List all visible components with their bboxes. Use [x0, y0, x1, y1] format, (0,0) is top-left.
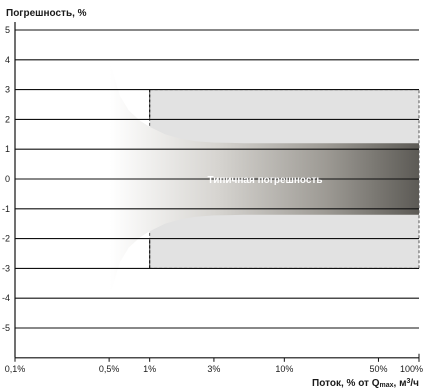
y-tick-label-3: 3: [5, 85, 10, 95]
y-tick-label-2: 2: [5, 114, 10, 124]
y-tick-label-1: 1: [5, 144, 10, 154]
x-tick-label-100%: 100%: [400, 364, 423, 374]
x-tick-label-3%: 3%: [207, 364, 220, 374]
y-tick-label-0: 0: [5, 174, 10, 184]
x-axis-title: Поток, % от Qmax, м3/ч: [312, 378, 419, 389]
y-tick-label--1: -1: [2, 204, 10, 214]
y-tick-label--3: -3: [2, 263, 10, 273]
typical-error-annotation: Типичная погрешность: [207, 175, 322, 186]
grid: [15, 29, 419, 329]
y-tick-label--2: -2: [2, 234, 10, 244]
y-tick-label-4: 4: [5, 55, 10, 65]
x-tick-label-0,1%: 0,1%: [5, 364, 26, 374]
y-tick-label-5: 5: [5, 25, 10, 35]
x-tick-label-10%: 10%: [275, 364, 293, 374]
tick-labels: 5 4 3 2 1 0 -1 -2 -3 -4 -5 0,1% 0,5% 1% 3% 10% 50% 100%: [2, 25, 423, 374]
y-tick-label--5: -5: [2, 323, 10, 333]
y-tick-label--4: -4: [2, 293, 10, 303]
x-tick-label-50%: 50%: [369, 364, 387, 374]
x-tick-label-1%: 1%: [143, 364, 156, 374]
y-axis-title: Погрешность, %: [6, 8, 87, 19]
axes: [14, 22, 420, 362]
x-tick-label-0,5%: 0,5%: [99, 364, 120, 374]
